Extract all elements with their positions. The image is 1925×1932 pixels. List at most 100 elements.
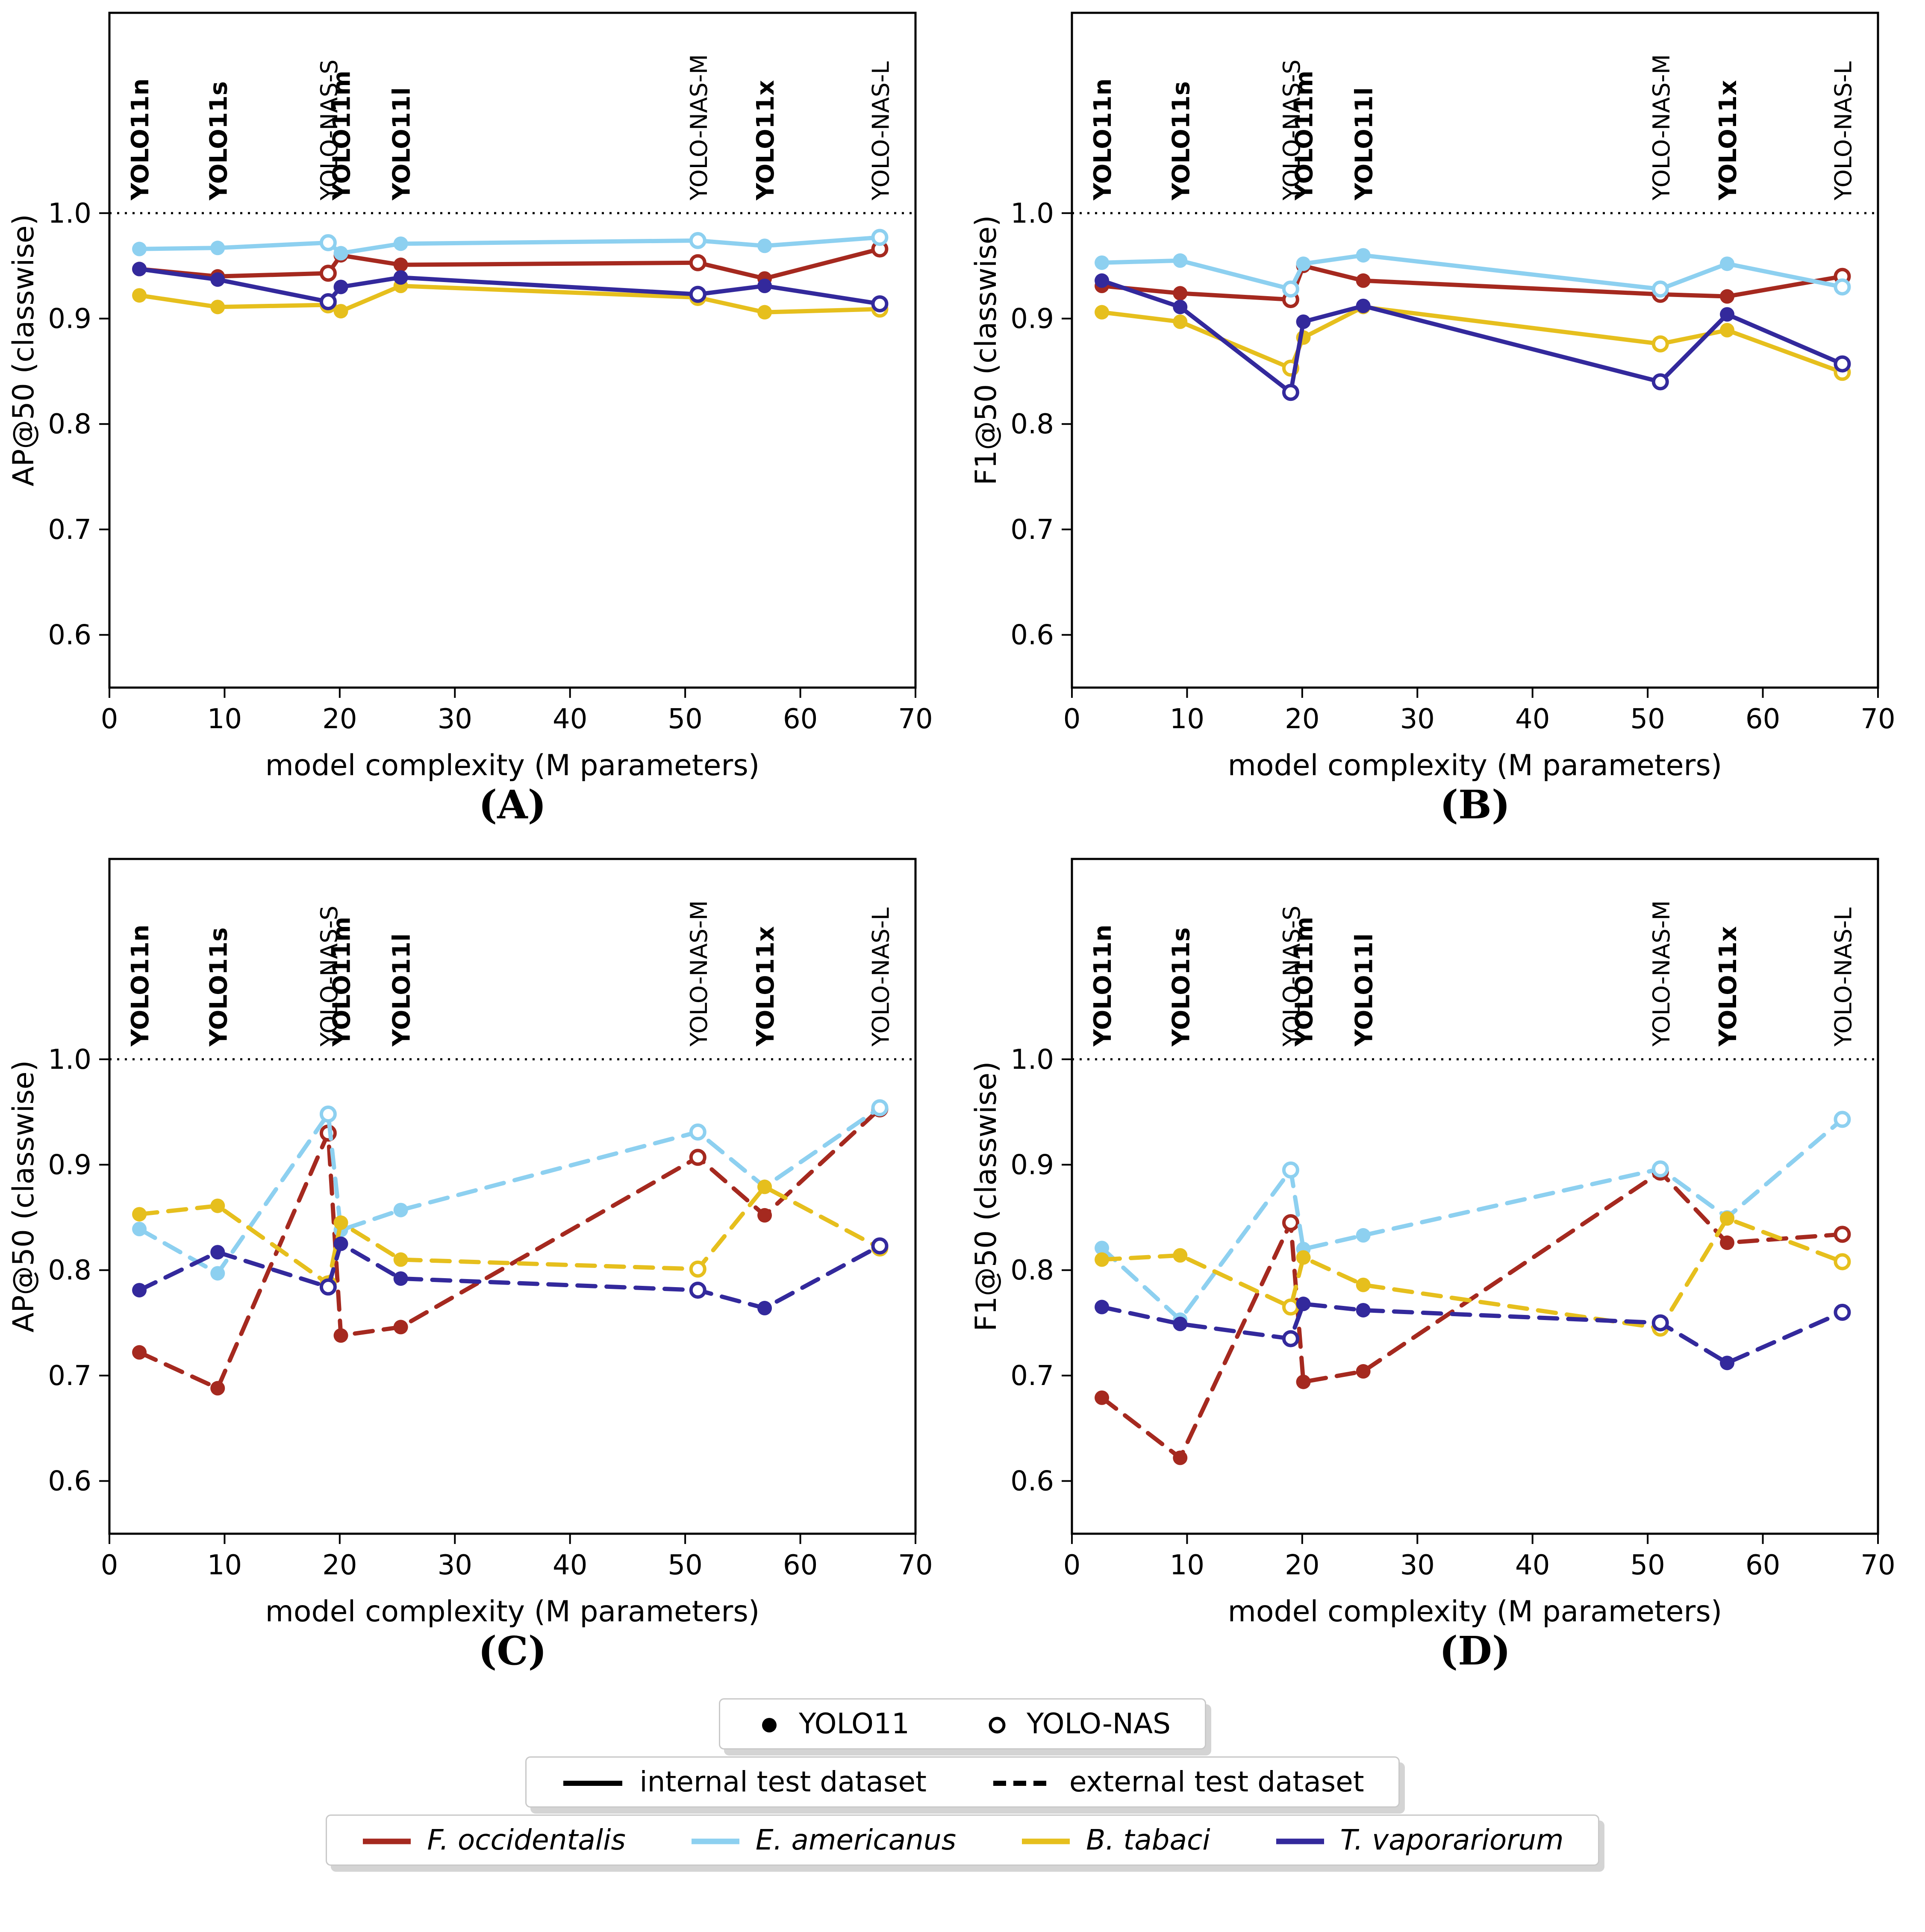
axes-box [1071,12,1879,689]
axes-box [108,858,917,1535]
marker-filled [1296,1297,1311,1312]
y-tick-label: 0.6 [1010,620,1054,651]
series-t-vaporariorum [132,262,889,312]
y-axis: 0.6 0.7 0.8 0.9 1.0AP@50 (classwise) [7,1044,109,1497]
y-tick-label: 0.8 [48,409,91,440]
marker-filled [1095,1241,1110,1256]
dashed-line-icon [993,1781,1052,1786]
marker-open [689,285,706,303]
legend-label-f-occidentalis: F. occidentalis [427,1823,626,1856]
series-t-vaporariorum [1095,1297,1851,1370]
x-axis-label: model complexity (M parameters) [265,1595,760,1629]
model-label-yolo11x: YOLO11x [752,80,780,201]
marker-filled [1296,314,1311,329]
y-tick-label: 1.0 [1010,1044,1054,1076]
marker-filled [333,1236,348,1251]
x-axis-label: model complexity (M parameters) [1228,749,1722,782]
marker-filled [1356,1228,1371,1243]
marker-filled [393,236,408,251]
series-e-americanus [132,229,889,261]
x-tick-label: 10 [207,1550,242,1581]
model-label-yolo11n: YOLO11n [127,79,154,201]
legend-label-b-tabaci: B. tabaci [1086,1823,1210,1856]
y-tick-label: 0.9 [1010,303,1054,335]
x-tick-label: 70 [898,703,933,735]
marker-filled [393,257,408,272]
marker-filled [1720,289,1735,304]
caption-a: (A) [479,782,546,828]
x-tick-label: 30 [1400,703,1435,735]
legend-marker-box: YOLO11 YOLO-NAS [718,1698,1207,1750]
y-tick-label: 0.9 [48,1149,91,1181]
series-e-americanus [132,1099,889,1281]
x-tick-label: 40 [1515,1550,1550,1581]
model-label-yolo-nas-l: YOLO-NAS-L [1830,907,1857,1047]
model-label-yolo11l: YOLO11l [1351,87,1378,201]
marker-filled [1173,1450,1188,1465]
x-axis: 0 10 20 30 40 50 60 70 model complexity (M param… [101,688,933,782]
marker-filled [132,262,147,276]
marker-open [1282,1161,1299,1179]
x-tick-label: 60 [1745,703,1780,735]
model-label-yolo-nas-s: YOLO-NAS-S [316,59,343,201]
y-tick-label: 1.0 [1010,198,1054,229]
x-tick-label: 40 [1515,703,1550,735]
legend: YOLO11 YOLO-NAS internal test dataset [0,1698,1925,1866]
marker-filled [757,238,772,253]
marker-open [1834,1226,1851,1243]
marker-filled [1720,1211,1735,1226]
marker-filled [210,1245,225,1260]
y-axis-label: AP@50 (classwise) [7,214,41,486]
model-label-yolo-nas-s: YOLO-NAS-S [316,906,343,1047]
marker-open [1651,335,1669,353]
y-tick-label: 0.7 [1010,514,1054,546]
series-t-vaporariorum [1095,273,1851,401]
marker-filled [1173,300,1188,315]
marker-open [1834,1253,1851,1270]
marker-filled [1095,255,1110,270]
marker-filled [757,1208,772,1223]
y-axis: 0.6 0.7 0.8 0.9 1.0AP@50 (classwise) [7,198,109,651]
marker-filled [333,279,348,294]
y-axis-label: F1@50 (classwise) [969,1061,1003,1331]
model-label-yolo11s: YOLO11s [1167,81,1195,201]
model-label-yolo11n: YOLO11n [127,925,154,1047]
series-e-americanus [1095,248,1851,298]
marker-open [689,1282,706,1299]
marker-filled [1296,1374,1311,1389]
x-tick-label: 20 [1285,1550,1319,1581]
y-tick-label: 1.0 [48,1044,91,1076]
x-tick-label: 0 [101,703,118,735]
y-tick-label: 0.9 [48,303,91,335]
marker-filled [333,1215,348,1230]
subplot-d: 0 10 20 30 40 50 60 70 model complexity (M param… [969,858,1896,1674]
marker-open [319,265,337,282]
series-e-americanus [1095,1111,1851,1327]
figure-root: 0 10 20 30 40 50 60 70 model complexity (M param… [0,12,1925,1866]
x-tick-label: 70 [898,1550,933,1581]
marker-filled [1296,1250,1311,1265]
model-label-yolo11m: YOLO11m [328,71,356,201]
marker-filled [1173,286,1188,301]
marker-filled [333,246,348,261]
model-label-yolo11s: YOLO11s [205,81,233,201]
filled-circle-icon [762,1718,777,1732]
marker-open [1282,1214,1299,1232]
legend-item-f-occidentalis: F. occidentalis [361,1823,626,1856]
legend-label-yolo11: YOLO11 [798,1707,910,1740]
x-tick-label: 20 [322,1550,357,1581]
x-axis: 0 10 20 30 40 50 60 70 model complexity (M param… [1063,688,1896,782]
y-tick-label: 0.7 [48,1360,91,1392]
plot-C: 0 10 20 30 40 50 60 70 model complexity (M param… [7,858,933,1674]
y-axis-label: AP@50 (classwise) [7,1060,41,1332]
caption-c: (C) [478,1628,547,1674]
model-label-yolo11l: YOLO11l [388,87,416,201]
color-line-icon [1276,1838,1324,1844]
marker-filled [1095,1252,1110,1267]
legend-linestyle-box: internal test dataset external test data… [525,1756,1400,1808]
legend-label-external: external test dataset [1069,1765,1364,1798]
marker-filled [1173,1317,1188,1332]
marker-open [871,229,889,246]
